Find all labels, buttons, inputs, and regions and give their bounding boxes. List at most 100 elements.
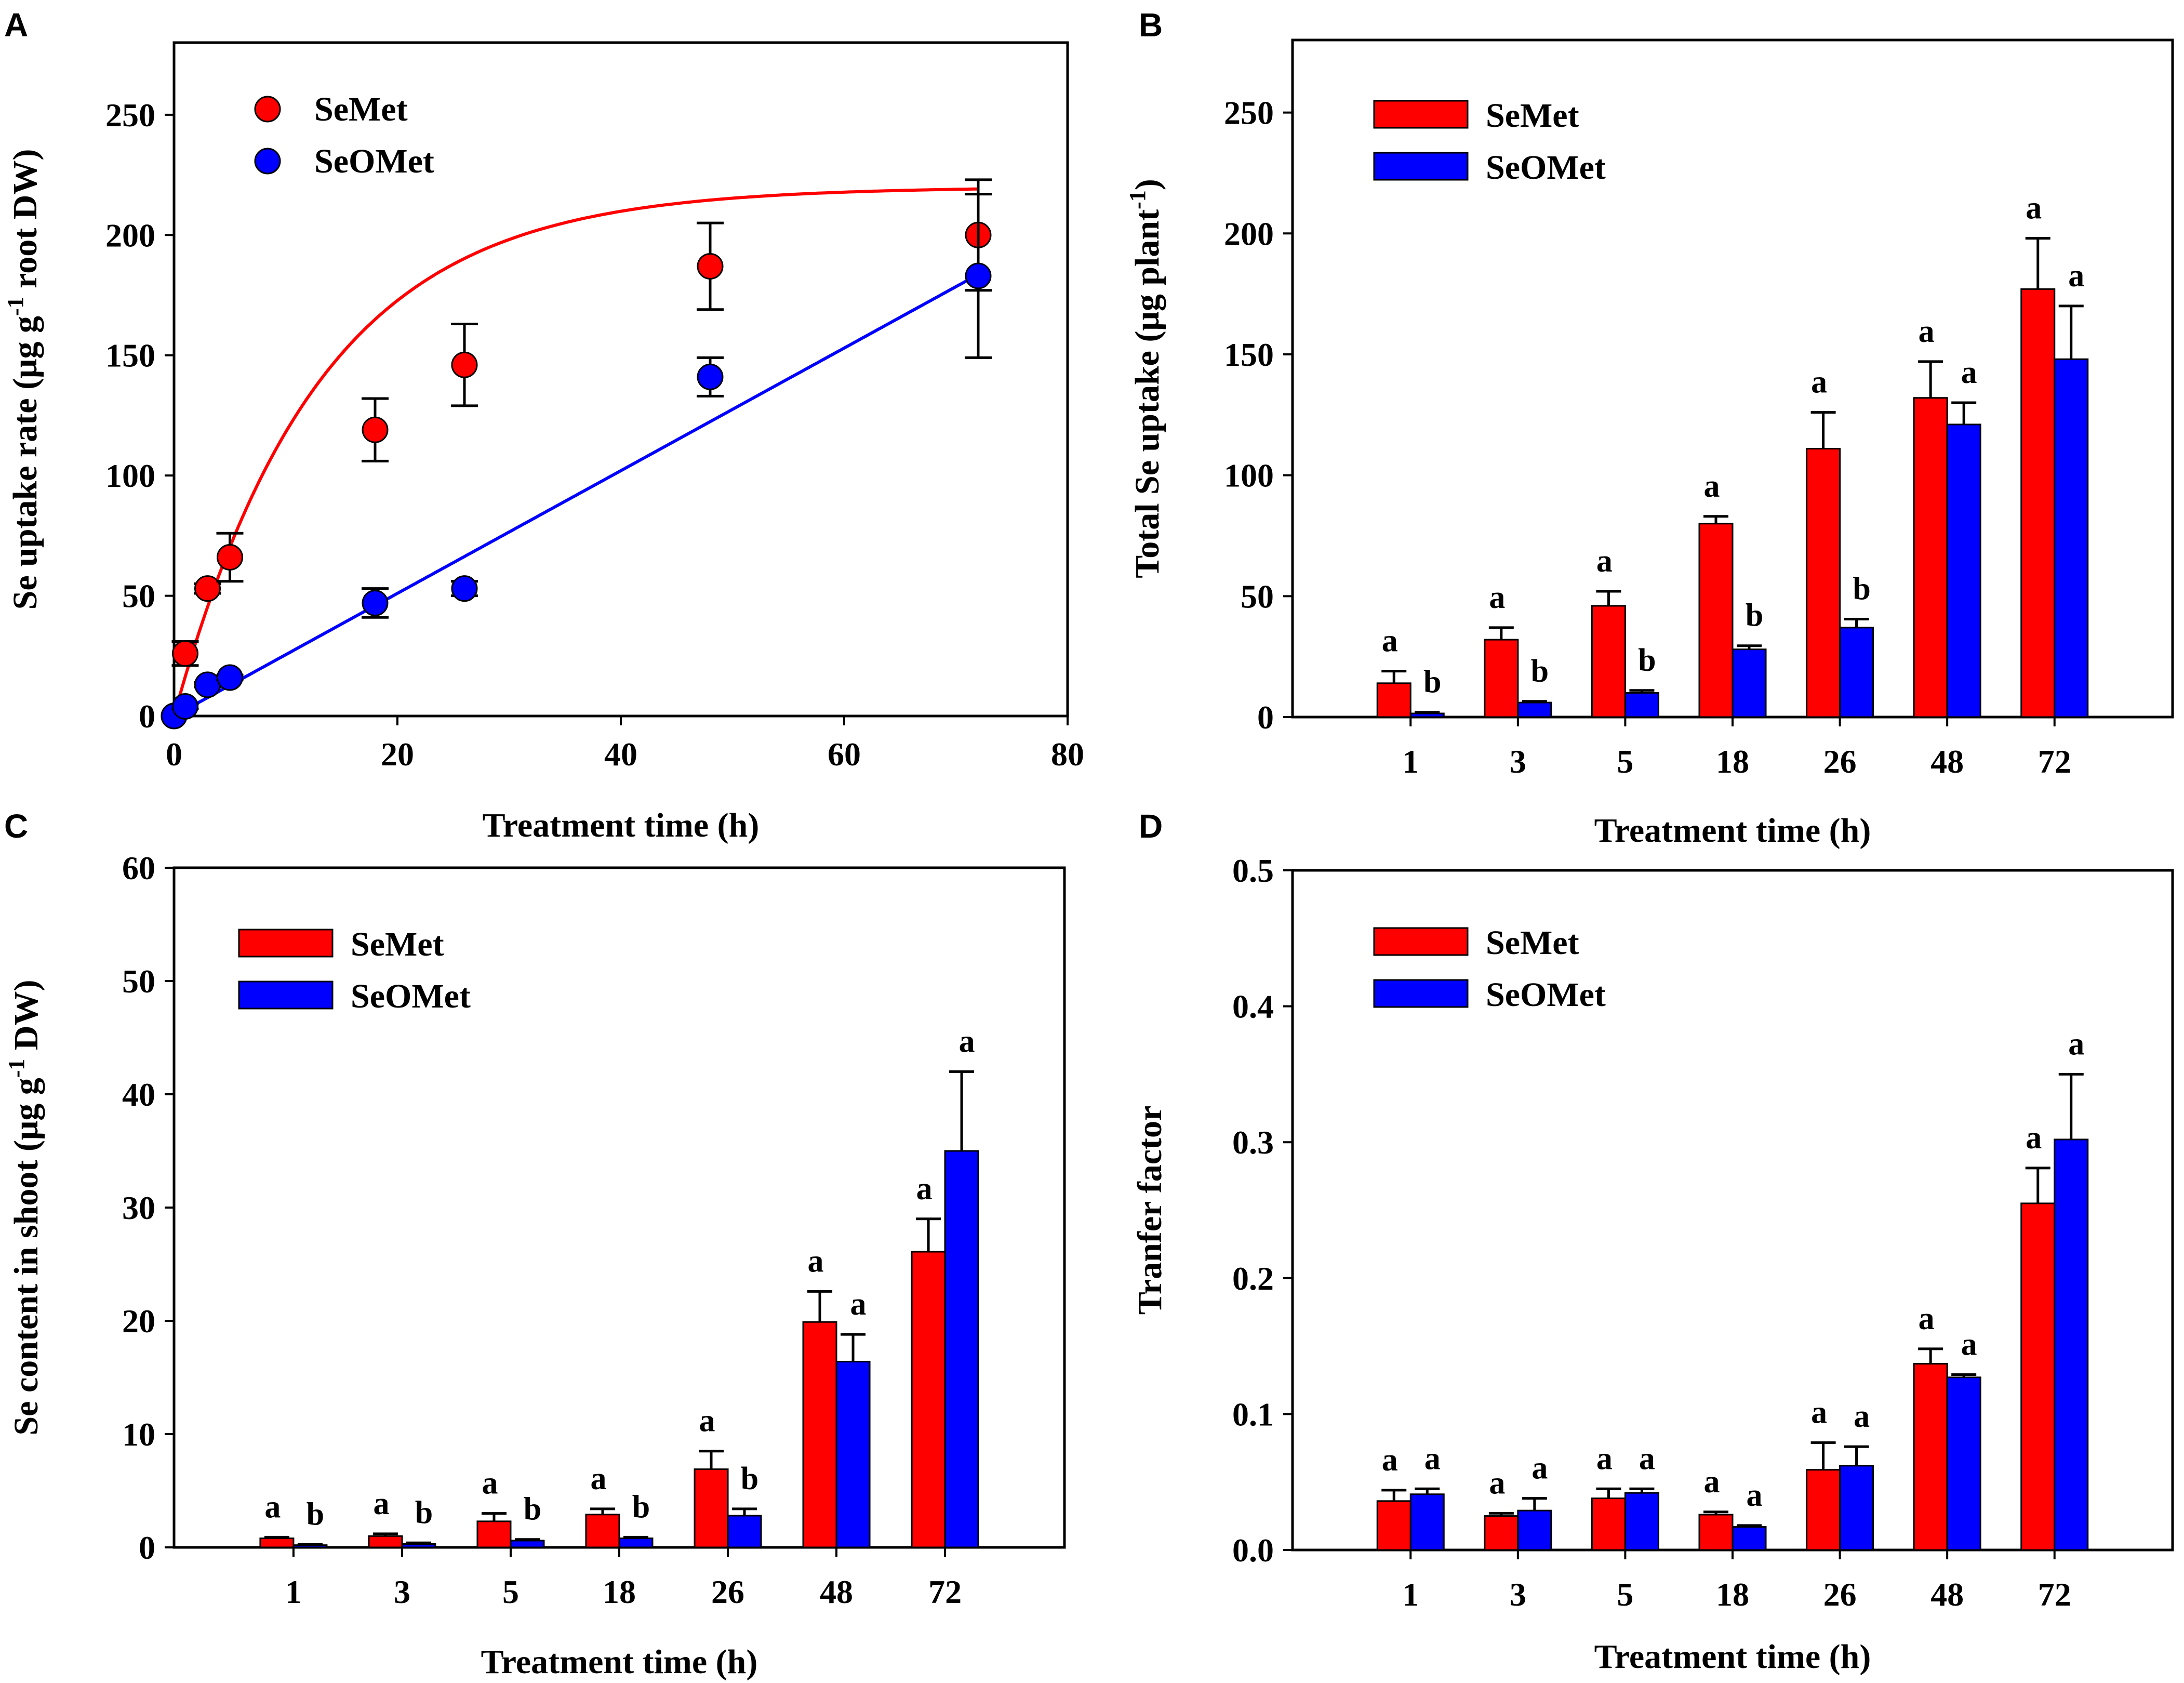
data-point-semet (451, 351, 478, 378)
bar-semet (1591, 605, 1626, 718)
bar-semet (1376, 1500, 1411, 1551)
y-tick-label: 0.5 (1232, 852, 1274, 889)
bar-seomet (2054, 358, 2089, 718)
significance-label: a (1596, 544, 1613, 579)
y-tick-label: 0 (139, 1529, 155, 1566)
bar-semet (1484, 1515, 1519, 1551)
x-tick-label: 0 (166, 736, 182, 773)
bar-seomet (1732, 1526, 1767, 1551)
significance-label: b (1531, 654, 1549, 689)
y-tick-label: 0 (1257, 699, 1274, 736)
legend-label-semet: SeMet (314, 90, 408, 128)
x-tick-label: 18 (1716, 1576, 1749, 1613)
bar-seomet (401, 1543, 436, 1548)
y-tick-label: 0.3 (1232, 1124, 1274, 1161)
bar-seomet (510, 1540, 545, 1548)
bar-seomet (1517, 701, 1552, 718)
bar-semet (1913, 1363, 1948, 1551)
y-axis-label: Tranfer factor (1131, 1106, 1169, 1315)
bar-semet (911, 1251, 946, 1548)
bar-semet (1806, 1469, 1841, 1551)
x-tick-label: 5 (502, 1573, 519, 1610)
significance-label: b (1853, 572, 1870, 607)
bar-semet (259, 1538, 295, 1548)
significance-label: a (591, 1461, 607, 1496)
x-tick-label: 72 (2038, 743, 2071, 780)
bar-seomet (1839, 1465, 1874, 1551)
x-axis-label: Treatment time (h) (481, 1643, 758, 1681)
data-point-semet (217, 544, 243, 571)
significance-label: b (415, 1495, 433, 1530)
data-point-seomet (965, 262, 992, 289)
bar-semet (1591, 1498, 1626, 1551)
significance-label: b (741, 1461, 758, 1496)
x-tick-label: 1 (1402, 1576, 1419, 1613)
panel-letter: A (4, 6, 28, 44)
y-tick-label: 0 (139, 698, 155, 735)
data-point-semet (194, 575, 221, 602)
x-axis-label: Treatment time (h) (483, 806, 760, 844)
significance-label: a (1704, 469, 1720, 504)
legend-label-semet: SeMet (1486, 97, 1579, 135)
x-tick-label: 5 (1617, 743, 1633, 780)
y-tick-label: 0.2 (1232, 1260, 1274, 1297)
panel-letter: C (4, 807, 28, 845)
legend-swatch-semet (1373, 927, 1469, 956)
significance-label: a (1382, 1442, 1398, 1478)
legend-label-seomet: SeOMet (314, 142, 434, 180)
significance-label: a (850, 1287, 867, 1322)
x-tick-label: 26 (1823, 743, 1857, 780)
x-tick-label: 72 (928, 1573, 962, 1610)
x-tick-label: 3 (394, 1573, 410, 1610)
legend-swatch-seomet (1373, 979, 1469, 1008)
significance-label: a (1919, 314, 1935, 349)
panel-b: B0501001502002501ab3ab5ab18ab26ab48aa72a… (1125, 6, 2174, 850)
x-tick-label: 48 (1930, 1576, 1964, 1613)
bar-seomet (727, 1515, 762, 1548)
significance-label: a (1811, 1395, 1827, 1430)
legend-label-seomet: SeOMet (1486, 976, 1606, 1014)
significance-label: a (1919, 1301, 1935, 1336)
y-tick-label: 100 (1224, 457, 1274, 494)
significance-label: a (1532, 1451, 1548, 1486)
y-tick-label: 150 (105, 337, 155, 374)
data-point-seomet (217, 664, 243, 691)
y-tick-label: 50 (1241, 578, 1274, 615)
significance-label: a (1489, 1465, 1505, 1501)
legend-marker-semet (254, 96, 281, 123)
y-tick-label: 30 (122, 1189, 155, 1226)
y-tick-label: 0.1 (1232, 1396, 1274, 1433)
significance-label: a (1424, 1441, 1441, 1476)
significance-label: a (1639, 1441, 1655, 1476)
significance-label: a (1489, 580, 1505, 615)
bar-seomet (1409, 1493, 1445, 1551)
y-axis-label: Se content in shoot (μg g-1 DW) (4, 979, 45, 1435)
bar-seomet (1839, 627, 1874, 718)
x-axis-label: Treatment time (h) (1594, 812, 1871, 850)
bar-semet (1698, 523, 1734, 718)
y-tick-label: 0.0 (1232, 1532, 1274, 1569)
legend-label-seomet: SeOMet (351, 977, 471, 1015)
bar-seomet (1624, 692, 1659, 718)
bar-semet (694, 1468, 729, 1548)
y-axis-label: Total Se uptake (μg plant-1) (1125, 179, 1166, 578)
fit-line-semet (172, 187, 979, 717)
y-tick-label: 150 (1224, 336, 1274, 373)
significance-label: a (2068, 258, 2084, 294)
bar-semet (476, 1520, 512, 1548)
bar-seomet (944, 1150, 979, 1548)
legend-label-seomet: SeOMet (1486, 149, 1606, 187)
y-tick-label: 250 (1224, 95, 1274, 131)
y-tick-label: 250 (105, 97, 155, 134)
bar-semet (1484, 639, 1519, 718)
data-point-semet (697, 253, 724, 280)
bar-semet (2020, 1202, 2056, 1551)
x-tick-label: 20 (381, 736, 414, 773)
x-tick-label: 1 (285, 1573, 302, 1610)
significance-label: a (959, 1024, 975, 1059)
significance-label: b (1746, 598, 1763, 633)
x-tick-label: 72 (2038, 1576, 2071, 1613)
legend-swatch-semet (238, 929, 334, 958)
